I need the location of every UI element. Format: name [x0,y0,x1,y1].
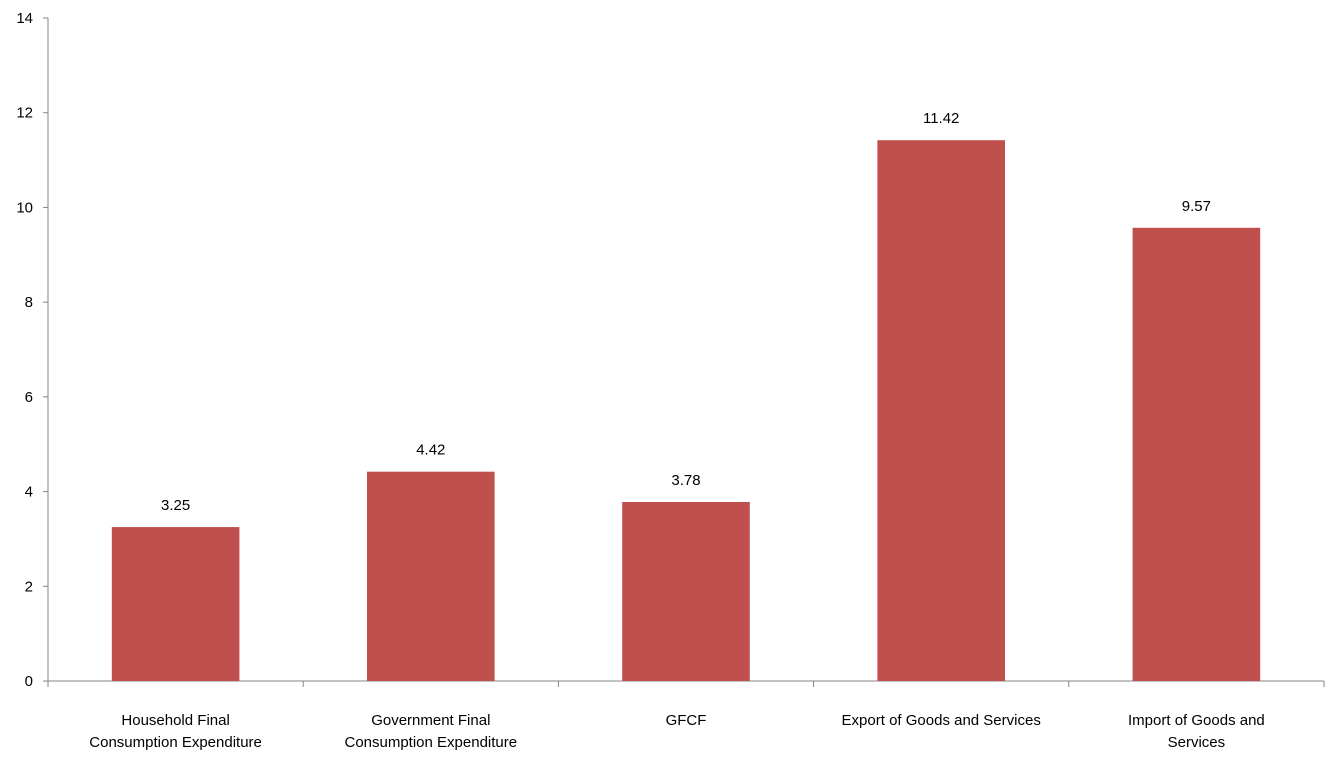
y-tick-label: 0 [25,673,33,690]
data-label: 11.42 [923,110,959,127]
y-tick-label: 10 [16,199,33,216]
bar [622,501,750,681]
category-labels: Household Final Consumption Expenditure Go… [89,712,1264,751]
bar [877,140,1005,682]
bar [367,471,495,681]
y-tick-label: 8 [25,294,33,311]
data-label: 3.78 [671,472,700,489]
y-tick-label: 6 [25,389,33,406]
y-tick-label: 4 [25,484,33,501]
category-label: Export of Goods and Services [842,712,1041,729]
category-label: Import of Goods and [1128,712,1265,729]
bar [1132,227,1261,681]
category-label: Consumption Expenditure [89,734,262,751]
data-labels: 3.25 4.42 3.78 11.42 9.57 [161,110,1211,514]
bars [111,140,1261,682]
y-tick-label: 12 [16,105,33,122]
y-tick-label: 14 [16,10,33,27]
x-axis [47,680,1325,687]
bar [111,527,240,681]
y-tick-label: 2 [25,578,33,595]
category-label: GFCF [666,712,707,729]
category-label: Consumption Expenditure [344,734,517,751]
y-axis: 0 2 4 6 8 10 12 14 [16,10,49,690]
category-label: Household Final [121,712,229,729]
category-label: Government Final [371,712,490,729]
category-label: Services [1168,734,1226,751]
data-label: 9.57 [1182,198,1211,215]
data-label: 3.25 [161,497,190,514]
data-label: 4.42 [416,442,445,459]
